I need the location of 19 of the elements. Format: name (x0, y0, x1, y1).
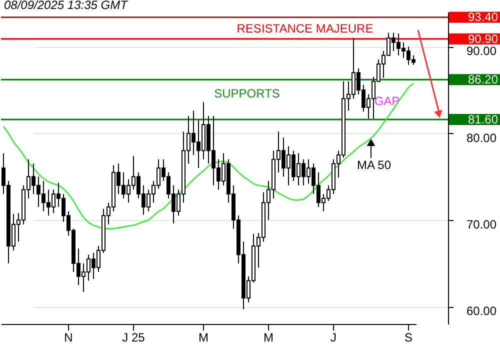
x-tick-label: J 25 (122, 330, 146, 344)
y-tick-label: 90.00 (466, 44, 497, 58)
ref-line-label: 81.60 (468, 112, 498, 126)
series-label: MA 50 (356, 158, 392, 172)
y-tick-label: 80.00 (466, 130, 497, 145)
x-tick-label: J (330, 330, 336, 344)
x-tick-label: M (198, 330, 208, 344)
ref-line-label: 86.20 (468, 72, 498, 87)
y-tick-label: 70.00 (466, 218, 497, 232)
ref-line-label: 93.40 (468, 10, 498, 24)
x-tick-label: S (404, 330, 413, 344)
x-tick-label: M (264, 330, 274, 344)
annotation: SUPPORTS (214, 86, 280, 101)
x-tick-label: N (64, 330, 73, 344)
annotation: RESISTANCE MAJEURE (236, 22, 374, 36)
y-tick-label: 60.00 (466, 304, 497, 318)
annotation: GAP (374, 94, 400, 108)
chart-title: 08/09/2025 13:35 GMT (4, 0, 130, 12)
ref-line-label: 90.90 (468, 32, 498, 46)
